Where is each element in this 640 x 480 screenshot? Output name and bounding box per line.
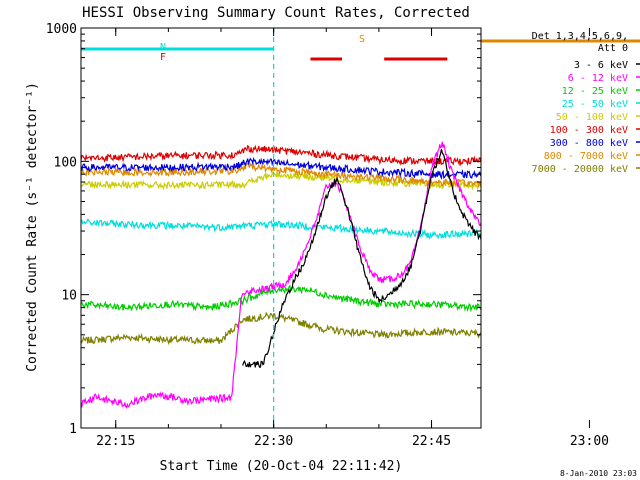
- legend-entry-6: 300 - 800 keV: [550, 138, 628, 149]
- series-line: [81, 156, 481, 181]
- legend-entry-5: 100 - 300 keV: [550, 125, 628, 136]
- series-line: [81, 162, 481, 188]
- legend-entry-7: 800 - 7000 keV: [544, 151, 628, 162]
- x-tick-label-2: 22:45: [412, 434, 451, 449]
- legend-header-line-1: Att 0: [598, 43, 628, 54]
- y-tick-label-3: 1000: [46, 22, 77, 37]
- legend-entry-8: 7000 - 20000 keV: [532, 164, 628, 175]
- legend-entry-4: 50 - 100 keV: [556, 112, 628, 123]
- series-1: [81, 141, 481, 409]
- flag-label-S: S: [359, 34, 365, 45]
- series-5: [81, 144, 481, 167]
- legend: Det 1,3,4,5,6,9,Att 0 3 - 6 keV 6 - 12 keV…: [532, 31, 640, 175]
- series-line: [81, 311, 481, 346]
- flag-label-F: F: [160, 52, 166, 63]
- generation-timestamp: 8-Jan-2010 23:03: [560, 469, 637, 478]
- series-line: [81, 284, 481, 313]
- y-tick-label-1: 10: [61, 289, 77, 304]
- series-line: [81, 144, 481, 167]
- legend-entry-2: 12 - 25 keV: [562, 86, 628, 97]
- y-axis-label: Corrected Count Rate (s⁻¹ detector⁻¹): [25, 82, 40, 372]
- plot-frame: [80, 27, 482, 429]
- legend-entry-1: 6 - 12 keV: [568, 73, 628, 84]
- data-layer: [81, 141, 481, 409]
- chart-title: HESSI Observing Summary Count Rates, Cor…: [82, 5, 470, 21]
- series-line: [81, 141, 481, 409]
- series-8: [81, 311, 481, 346]
- legend-header-line-0: Det 1,3,4,5,6,9,: [532, 31, 628, 42]
- series-line: [242, 149, 481, 368]
- series-3: [81, 218, 481, 240]
- legend-entry-0: 3 - 6 keV: [574, 60, 628, 71]
- series-line: [81, 170, 481, 191]
- x-tick-label-3: 23:00: [570, 434, 609, 449]
- series-0: [242, 149, 481, 368]
- x-tick-label-1: 22:30: [254, 434, 293, 449]
- y-tick-label-2: 100: [54, 155, 77, 170]
- legend-entry-3: 25 - 50 keV: [562, 99, 628, 110]
- series-line: [81, 218, 481, 240]
- x-axis-label: Start Time (20-Oct-04 22:11:42): [160, 459, 403, 474]
- series-4: [81, 170, 481, 191]
- plot-area: NFS110100100022:1522:3022:4523:0023:1523…: [46, 22, 640, 449]
- series-6: [81, 156, 481, 181]
- x-tick-label-0: 22:15: [96, 434, 135, 449]
- series-2: [81, 284, 481, 313]
- series-7: [81, 162, 481, 188]
- y-tick-label-0: 1: [69, 422, 77, 437]
- flag-label-N: N: [160, 42, 166, 53]
